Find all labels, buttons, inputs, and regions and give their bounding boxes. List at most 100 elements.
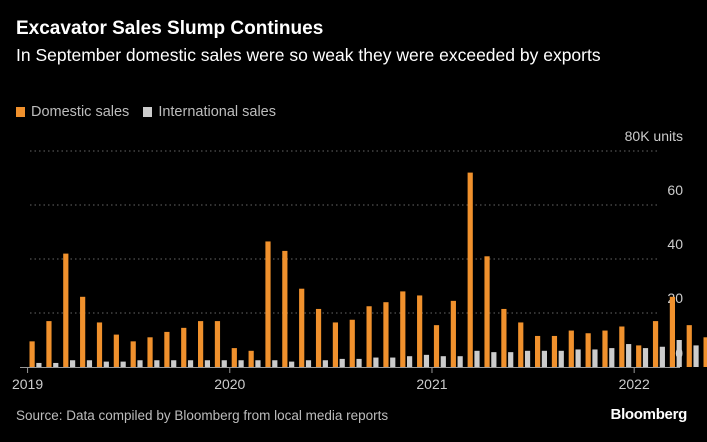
bar-international-2020-02 xyxy=(255,360,261,367)
bar-international-2019-01 xyxy=(36,362,42,367)
bar-domestic-2020-03 xyxy=(265,241,271,367)
bar-international-2021-07 xyxy=(541,350,547,367)
bar-domestic-2020-04 xyxy=(282,250,288,367)
bar-international-2019-06 xyxy=(120,361,126,367)
bar-international-2019-05 xyxy=(103,361,109,367)
x-tick-label: 2021 xyxy=(416,376,447,392)
legend-label-international: International sales xyxy=(158,104,276,120)
bar-international-2021-12 xyxy=(626,344,632,367)
bar-domestic-2019-09 xyxy=(164,331,170,367)
bar-international-2019-03 xyxy=(70,360,76,367)
bar-domestic-2019-08 xyxy=(147,337,153,367)
bloomberg-logo: Bloomberg xyxy=(610,406,688,423)
bar-domestic-2020-11 xyxy=(400,291,406,367)
x-tick-label: 2019 xyxy=(12,376,43,392)
bar-international-2021-02 xyxy=(457,356,463,367)
y-tick-label: 80K units xyxy=(625,128,683,144)
bar-domestic-2019-12 xyxy=(214,321,221,367)
bar-international-2020-09 xyxy=(373,357,379,367)
bar-international-2020-08 xyxy=(356,358,362,367)
bar-domestic-2020-09 xyxy=(366,306,372,367)
legend-swatch-domestic xyxy=(16,107,25,117)
bar-domestic-2019-10 xyxy=(181,327,187,367)
bar-domestic-2019-11 xyxy=(198,321,204,367)
source-note: Source: Data compiled by Bloomberg from … xyxy=(16,408,389,423)
bar-international-2020-12 xyxy=(423,354,430,367)
bar-domestic-2020-12 xyxy=(417,295,423,367)
legend-item-international: International sales xyxy=(143,104,276,120)
bar-domestic-2021-02 xyxy=(450,300,456,367)
bar-international-2021-11 xyxy=(609,348,615,367)
bar-domestic-2019-01 xyxy=(29,341,35,367)
bar-domestic-2020-02 xyxy=(248,350,254,367)
y-tick-label: 60 xyxy=(667,182,683,198)
bar-international-2020-05 xyxy=(305,360,312,367)
bar-international-2019-09 xyxy=(171,360,177,367)
bar-international-2019-12 xyxy=(221,360,227,367)
bar-international-2019-11 xyxy=(204,360,210,367)
bar-domestic-2021-01 xyxy=(433,325,440,367)
bar-domestic-2021-04 xyxy=(484,256,490,367)
bar-domestic-2022-04 xyxy=(686,325,692,367)
legend: Domestic sales International sales xyxy=(16,104,276,120)
bar-international-2022-03 xyxy=(676,340,682,367)
bar-domestic-2019-07 xyxy=(130,341,136,367)
bar-international-2021-09 xyxy=(575,349,581,367)
x-tick-label: 2022 xyxy=(619,376,650,392)
bar-domestic-2019-04 xyxy=(80,296,86,367)
bar-domestic-2021-03 xyxy=(467,172,473,367)
bar-domestic-2021-12 xyxy=(619,326,625,367)
bar-domestic-2022-05 xyxy=(703,337,707,367)
legend-label-domestic: Domestic sales xyxy=(31,104,130,120)
bar-international-2021-01 xyxy=(440,356,446,367)
x-tick-label: 2020 xyxy=(214,376,245,392)
bar-domestic-2022-02 xyxy=(652,321,659,367)
bar-international-2021-05 xyxy=(508,352,514,367)
bar-international-2019-02 xyxy=(53,362,59,367)
bar-international-2020-11 xyxy=(407,356,413,367)
bar-international-2021-10 xyxy=(592,349,598,367)
bar-international-2021-08 xyxy=(558,350,564,367)
legend-item-domestic: Domestic sales xyxy=(16,104,129,120)
bar-domestic-2021-08 xyxy=(551,335,558,367)
bar-domestic-2019-03 xyxy=(63,253,69,367)
chart-subtitle: In September domestic sales were so weak… xyxy=(16,45,601,65)
bar-international-2020-01 xyxy=(238,360,244,367)
y-tick-label: 20 xyxy=(667,290,683,306)
bar-international-2020-04 xyxy=(289,361,295,367)
bar-domestic-2019-05 xyxy=(96,322,103,367)
bar-international-2021-04 xyxy=(491,352,497,367)
bar-international-2021-06 xyxy=(524,350,531,367)
bar-domestic-2019-02 xyxy=(46,321,52,367)
bar-international-2022-01 xyxy=(642,348,649,367)
bar-domestic-2020-07 xyxy=(332,322,338,367)
bar-domestic-2020-10 xyxy=(383,302,389,367)
bar-domestic-2021-06 xyxy=(518,322,524,367)
bar-domestic-2021-05 xyxy=(501,308,507,367)
bar-international-2019-07 xyxy=(137,360,143,367)
bar-international-2022-02 xyxy=(659,346,665,367)
bar-international-2019-08 xyxy=(154,360,160,367)
bar-domestic-2019-06 xyxy=(113,334,119,367)
legend-swatch-international xyxy=(143,107,153,117)
bar-domestic-2022-03 xyxy=(669,296,675,367)
bar-domestic-2020-05 xyxy=(299,288,305,367)
bar-domestic-2020-08 xyxy=(349,319,355,367)
bar-international-2019-04 xyxy=(86,360,93,367)
y-tick-label: 40 xyxy=(667,236,683,252)
bar-international-2021-03 xyxy=(474,350,480,367)
bar-domestic-2020-01 xyxy=(231,348,237,367)
bar-domestic-2020-06 xyxy=(315,308,322,367)
bar-domestic-2021-07 xyxy=(535,335,541,367)
bar-domestic-2021-10 xyxy=(585,333,591,367)
bar-international-2020-07 xyxy=(339,358,345,367)
chart-title: Excavator Sales Slump Continues xyxy=(16,18,324,39)
bar-domestic-2022-01 xyxy=(636,345,642,367)
bar-international-2020-03 xyxy=(272,360,278,367)
bar-international-2022-04 xyxy=(693,345,699,367)
bar-domestic-2021-11 xyxy=(602,330,608,367)
bar-international-2020-10 xyxy=(390,357,396,367)
bar-domestic-2021-09 xyxy=(568,330,574,367)
bar-international-2019-10 xyxy=(187,360,194,367)
